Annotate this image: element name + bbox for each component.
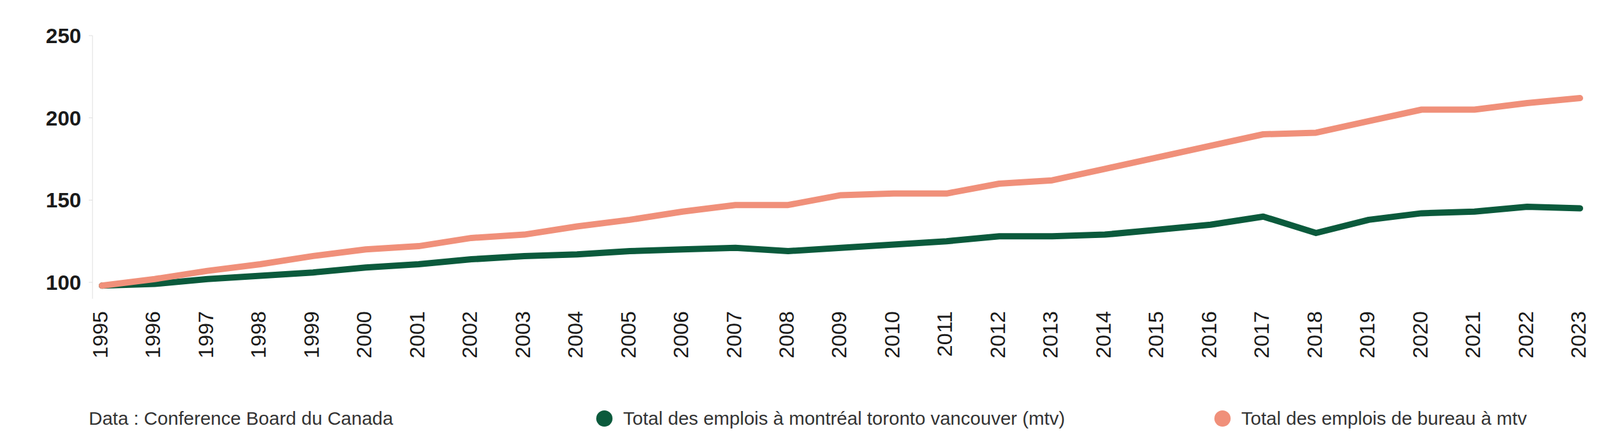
y-tick <box>88 117 93 119</box>
legend-label: Total des emplois de bureau à mtv <box>1241 408 1527 429</box>
y-tick <box>88 200 93 201</box>
x-tick-label: 2013 <box>1038 311 1062 359</box>
x-tick-label: 2008 <box>774 311 799 359</box>
x-tick-label: 2006 <box>668 311 693 359</box>
x-tick-label: 2009 <box>826 311 851 359</box>
legend-swatch <box>596 410 613 427</box>
x-tick-label: 2007 <box>721 311 746 359</box>
x-tick-label: 2002 <box>457 311 482 359</box>
x-tick-label: 1995 <box>88 311 112 359</box>
x-tick-label: 2017 <box>1249 311 1274 359</box>
x-tick-label: 2021 <box>1460 311 1485 359</box>
x-tick-label: 2012 <box>985 311 1010 359</box>
y-tick-label: 150 <box>45 188 82 212</box>
chart: 100 150 200 250 1995 1996 1997 1998 1999 2000 2001… <box>0 0 1600 441</box>
x-tick-label: 2001 <box>405 311 429 359</box>
source: Data : Conference Board du Canada <box>88 408 394 429</box>
x-tick-label: 2020 <box>1408 311 1432 359</box>
x-tick-label: 1998 <box>246 311 270 359</box>
x-tick-label: 2016 <box>1196 311 1221 359</box>
x-tick-label: 2003 <box>510 311 535 359</box>
x-tick-label: 1999 <box>299 311 324 359</box>
x-tick-label: 2010 <box>880 311 904 359</box>
x-tick-label: 2022 <box>1513 311 1538 359</box>
legend-swatch <box>1214 410 1231 427</box>
x-tick-label: 2023 <box>1566 311 1590 359</box>
x-tick-label: 2015 <box>1143 311 1168 359</box>
series-line <box>101 98 1580 286</box>
x-tick-label: 2000 <box>351 311 376 359</box>
y-tick <box>88 35 93 37</box>
y-tick-label: 250 <box>45 23 82 48</box>
x-tick-label: 2005 <box>616 311 640 359</box>
x-tick-label: 2018 <box>1302 311 1327 359</box>
y-tick-label: 200 <box>45 106 82 130</box>
x-tick-label: 2019 <box>1355 311 1379 359</box>
y-tick <box>88 282 93 284</box>
series-line <box>101 206 1580 286</box>
legend-label: Total des emplois à montréal toronto van… <box>623 408 1065 429</box>
x-tick-label: 2004 <box>563 311 587 359</box>
y-tick-label: 100 <box>45 270 82 295</box>
x-tick-label: 2011 <box>932 311 957 357</box>
x-tick-label: 1997 <box>193 311 218 359</box>
x-tick-label: 2014 <box>1091 311 1115 359</box>
plot-area <box>101 98 1580 286</box>
y-axis-line <box>92 35 94 299</box>
x-tick-label: 1996 <box>140 311 165 359</box>
